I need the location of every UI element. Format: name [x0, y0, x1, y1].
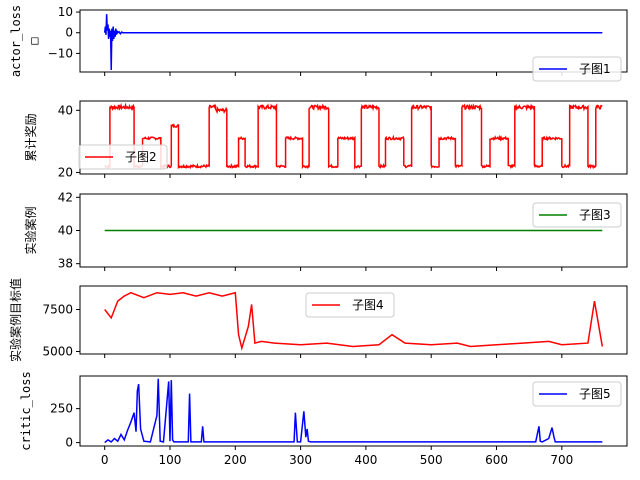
y-tick-label: 250 [50, 402, 73, 416]
x-tick-label: 200 [224, 453, 247, 467]
y-axis-label: critic_loss [19, 371, 33, 450]
y-axis-label: 累计奖励 [24, 113, 38, 161]
y-tick-label: 7500 [42, 303, 73, 317]
y-tick-label: 0 [65, 436, 73, 450]
subplot-4: 7500 5000 实验案例目标值 子图4 [8, 278, 627, 362]
y-tick-label: −10 [48, 46, 73, 60]
y-tick-label: 40 [58, 103, 73, 117]
y-tick-label: 42 [58, 190, 73, 204]
y-tick-label: 0 [65, 26, 73, 40]
y-tick-label: 5000 [42, 344, 73, 358]
legend-label: 子图3 [579, 208, 611, 222]
subplot-1: 10 0 −10 actor_loss □ 子图1 [9, 5, 627, 81]
subplot-5: 0 100 200 300 400 500 600 700 250 0 critic_loss 子图5 [19, 371, 627, 467]
y-tick-label: 10 [58, 5, 73, 19]
y-axis-label: actor_loss [9, 5, 23, 77]
x-tick-label: 400 [354, 453, 377, 467]
x-tick-label: 700 [550, 453, 573, 467]
x-tick-label: 0 [101, 453, 109, 467]
legend-label: 子图4 [352, 298, 384, 312]
series-line-1 [105, 14, 603, 70]
legend-label: 子图1 [579, 62, 611, 76]
y-tick-label: 20 [58, 165, 73, 179]
legend-label: 子图5 [579, 387, 611, 401]
y-axis-label: □ [27, 37, 41, 44]
y-tick-label: 38 [58, 257, 73, 271]
y-axis-label: 实验案例 [23, 206, 38, 254]
series-line-5 [105, 379, 603, 443]
subplot-3: 42 40 38 实验案例 子图3 [23, 190, 627, 271]
x-tick-label: 600 [485, 453, 508, 467]
subplot-2: 40 20 累计奖励子图2 [24, 101, 627, 179]
legend-label: 子图2 [125, 150, 157, 164]
series-line-2 [105, 105, 603, 167]
x-tick-label: 500 [420, 453, 443, 467]
x-tick-label: 300 [289, 453, 312, 467]
y-axis-label: 实验案例目标值 [8, 278, 23, 362]
y-tick-label: 40 [58, 224, 73, 238]
x-tick-label: 100 [159, 453, 182, 467]
